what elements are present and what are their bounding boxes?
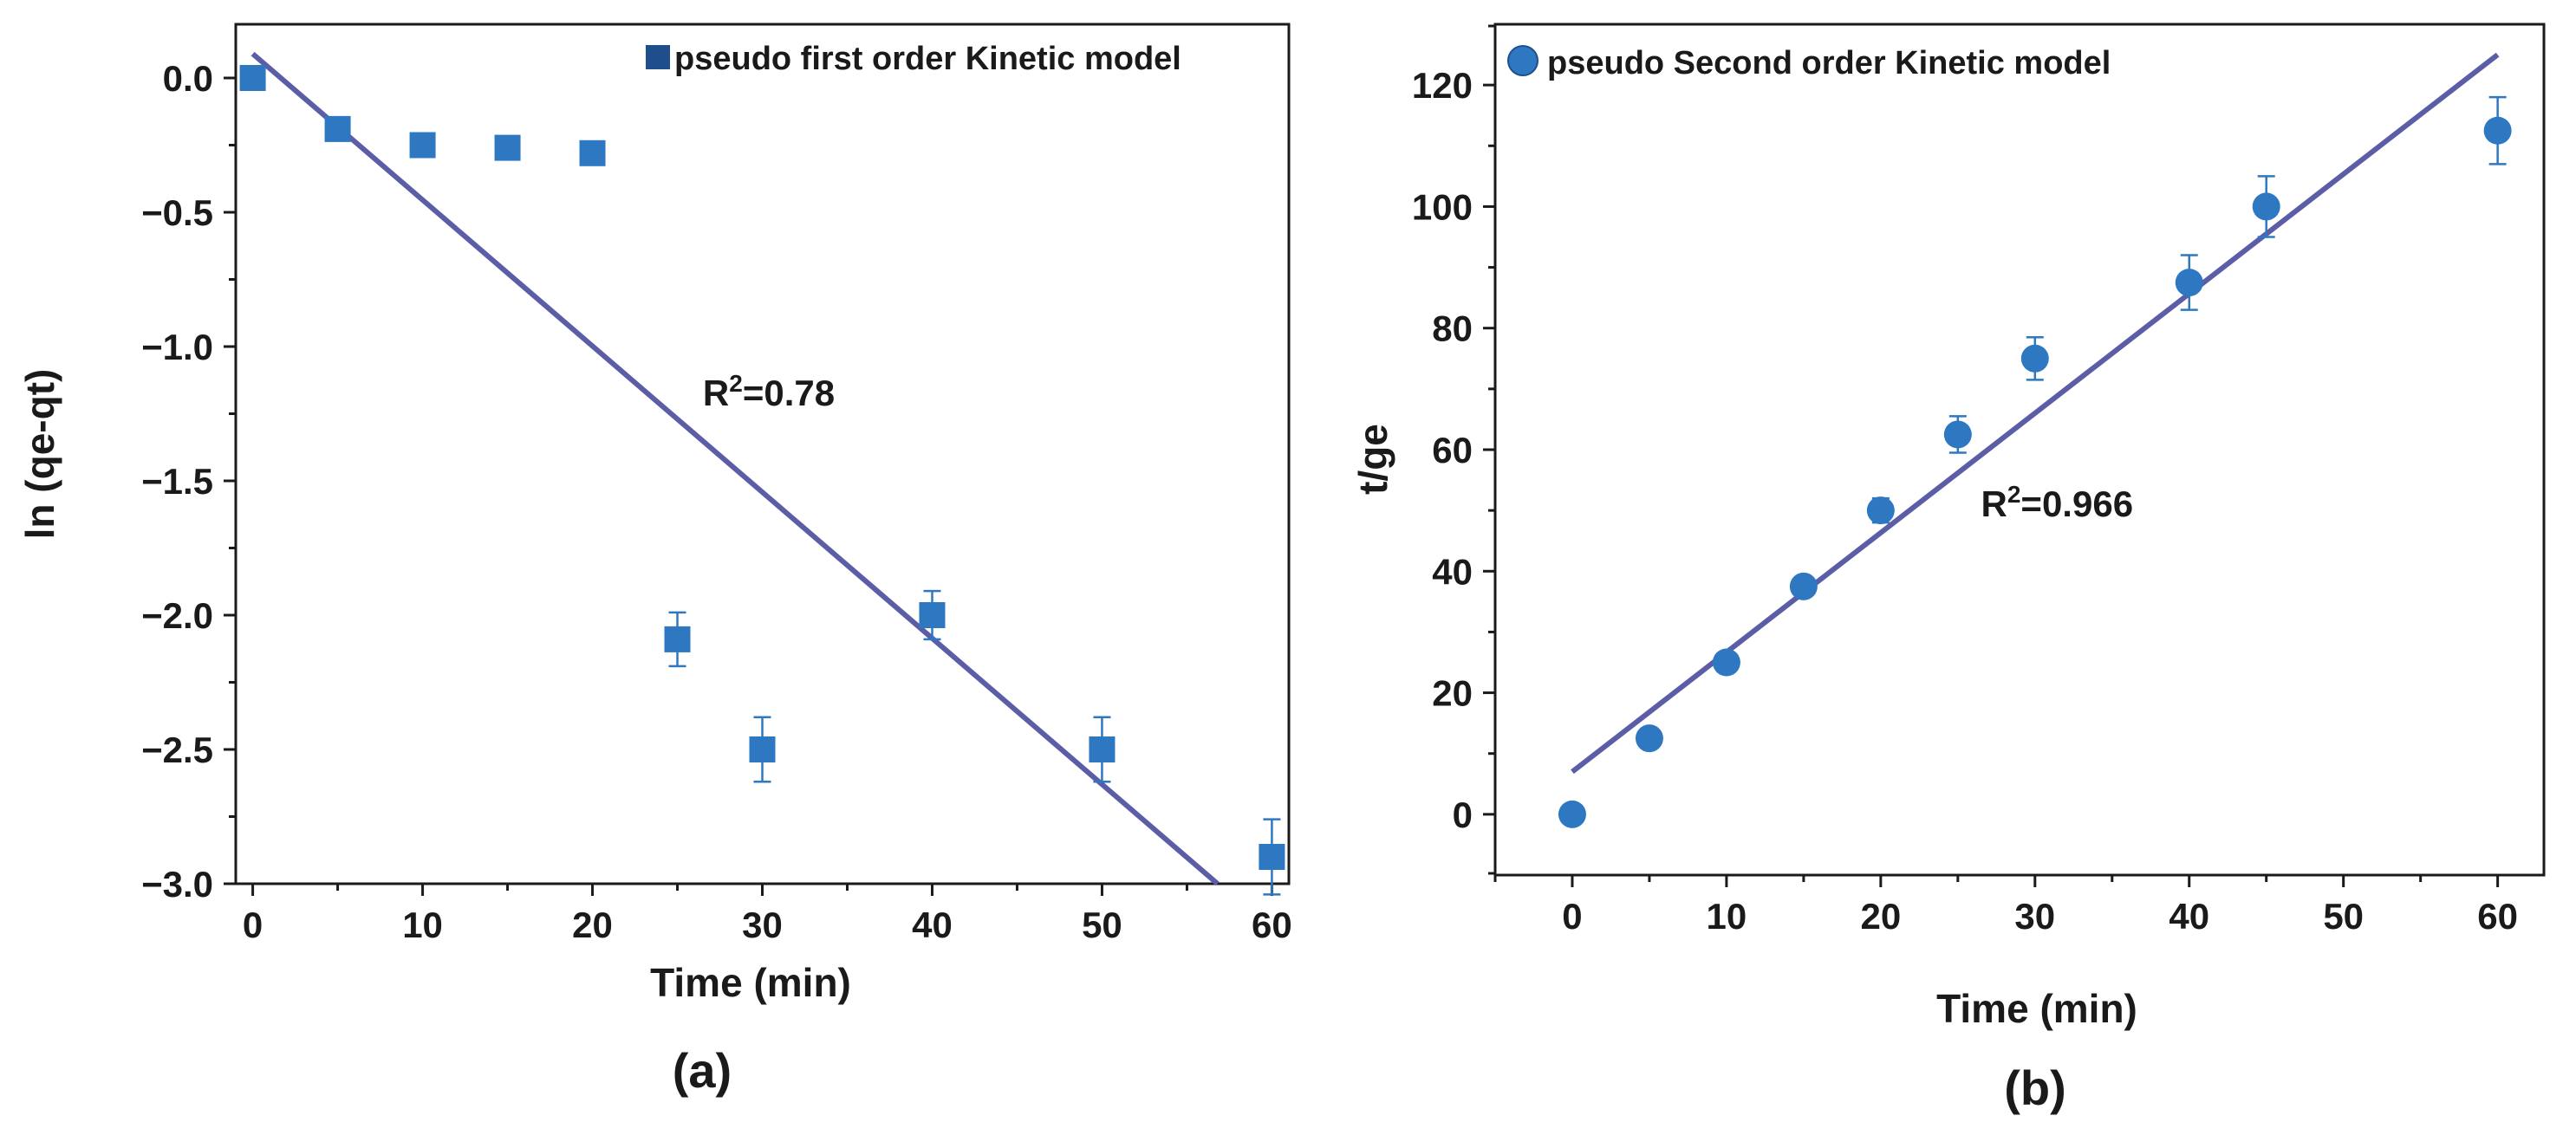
data-point-b-5 [1943,420,1972,449]
axes-ticks-a: 0 10 20 30 40 50 60 0.0 −0.5 −1.0 −1.5 −2.0 −2.5 −3.0 [141,58,1292,945]
data-point-a-3 [494,134,521,161]
y-tick-label-a-2: −1.0 [141,327,213,367]
annot-sup-a: 2 [729,370,743,397]
panel-b: 0 10 20 30 40 50 60 0 20 40 60 80 100 120 pseudo Seco… [1350,23,2546,1115]
data-point-a-0 [239,65,266,91]
legend-label-a: pseudo first order Kinetic model [674,41,1181,77]
data-point-a-7 [919,602,946,628]
r-squared-annotation-a: R2=0.78 [703,370,835,413]
annot-base-b: R [1981,483,2007,524]
y-tick-label-a-3: −1.5 [141,461,213,502]
y-axis-title-a: ln (qe-qt) [17,369,62,540]
data-point-a-8 [1089,736,1116,762]
y-axis-title-b: t/ge [1350,424,1395,495]
data-point-a-9 [1259,844,1285,870]
data-points-b [1558,95,2512,828]
legend-label-b: pseudo Second order Kinetic model [1547,45,2111,81]
x-tick-label-a-0: 0 [243,905,263,945]
data-point-b-2 [1712,648,1740,677]
data-point-a-6 [749,736,776,762]
x-axis-title-b: Time (min) [1936,986,2137,1031]
y-tick-label-a-4: −2.0 [141,595,213,636]
y-tick-label-a-6: −3.0 [141,864,213,905]
data-point-b-6 [2020,344,2049,373]
x-axis-title-a: Time (min) [650,960,851,1005]
x-tick-label-b-2: 20 [1860,896,1901,937]
panel-label-b: (b) [2004,1060,2066,1115]
x-tick-label-a-6: 60 [1252,905,1292,945]
data-point-a-2 [409,132,436,159]
annot-value-b: =0.966 [2020,483,2133,524]
data-point-b-7 [2175,269,2203,297]
y-tick-label-a-0: 0.0 [163,58,213,99]
x-tick-label-a-1: 10 [402,905,443,945]
panel-a: 0 10 20 30 40 50 60 0.0 −0.5 −1.0 −1.5 −2.0 −2.5 −3.0… [17,23,1292,1098]
data-point-b-9 [2483,116,2512,145]
annot-value-a: =0.78 [743,373,835,413]
x-tick-label-a-3: 30 [742,905,783,945]
legend-a: pseudo first order Kinetic model [646,41,1181,77]
legend-b: pseudo Second order Kinetic model [1507,45,2111,81]
y-tick-label-b-4: 80 [1432,308,1473,349]
y-tick-label-b-1: 20 [1432,673,1473,714]
data-point-b-0 [1558,800,1586,828]
x-tick-label-b-4: 40 [2169,896,2209,937]
panel-label-a: (a) [673,1043,732,1098]
data-point-a-5 [664,626,691,652]
y-tick-label-b-6: 120 [1412,65,1473,106]
data-point-a-1 [324,115,351,142]
x-tick-label-a-5: 50 [1082,905,1122,945]
data-point-a-4 [579,139,606,166]
y-tick-label-a-5: −2.5 [141,730,213,770]
fit-line-b [1571,52,2500,775]
y-tick-label-b-0: 0 [1453,794,1473,835]
data-point-b-1 [1635,724,1663,753]
data-point-b-8 [2252,192,2280,221]
y-tick-label-a-1: −0.5 [141,192,213,233]
x-tick-label-b-5: 50 [2323,896,2364,937]
x-tick-label-a-4: 40 [912,905,953,945]
x-tick-label-b-0: 0 [1562,896,1582,937]
x-tick-label-b-3: 30 [2014,896,2055,937]
y-tick-label-b-3: 60 [1432,430,1473,470]
axes-ticks-b: 0 10 20 30 40 50 60 0 20 40 60 80 100 120 [1412,24,2518,937]
x-tick-label-a-2: 20 [572,905,613,945]
x-tick-label-b-6: 60 [2477,896,2518,937]
y-tick-label-b-5: 100 [1412,186,1473,227]
fit-line-a [250,51,1220,886]
data-point-b-3 [1789,572,1818,600]
data-points-a [239,65,1285,896]
x-tick-label-b-1: 10 [1707,896,1747,937]
y-tick-label-b-2: 40 [1432,551,1473,592]
annot-sup-b: 2 [2007,481,2021,508]
data-point-b-4 [1866,496,1895,525]
r-squared-annotation-b: R2=0.966 [1981,481,2134,524]
legend-marker-b [1507,45,1538,76]
legend-marker-a [646,45,670,69]
annot-base-a: R [703,373,729,413]
